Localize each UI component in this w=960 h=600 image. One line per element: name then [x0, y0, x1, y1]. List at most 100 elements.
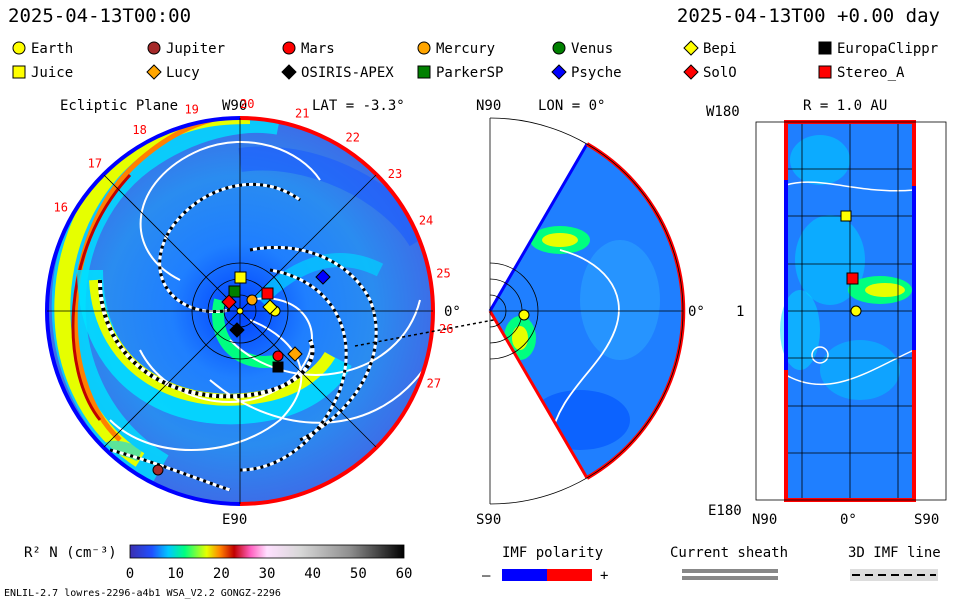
legend-square-icon: [12, 65, 26, 79]
mercury-marker: [246, 294, 258, 306]
legend-diamond-icon: [146, 64, 162, 80]
legend-circle-icon: [552, 41, 566, 55]
sphere-top-left-label: W180: [706, 104, 740, 120]
carrington-tick-label: 17: [88, 156, 102, 170]
legend-square-icon: [417, 65, 431, 79]
meridional-panel: N90 LON = 0° S90 0°: [476, 98, 705, 528]
carrington-tick-label: 24: [419, 213, 433, 227]
legend-label: Earth: [31, 41, 73, 57]
legend-item-bepi: Bepi: [683, 40, 737, 57]
osiris-apex-marker: [229, 322, 245, 338]
legend: Earth Jupiter Mars Mercury Venus Bepi EuropaCl…: [12, 40, 938, 81]
meridional-earth-marker: [518, 309, 530, 321]
colorbar-tick-label: 50: [350, 566, 367, 582]
imf-line-legend: 3D IMF line: [848, 545, 941, 581]
europaclippr-marker: [272, 361, 284, 373]
colorbar-gradient: [129, 544, 405, 559]
sphere-juice-marker: [840, 210, 852, 222]
imf-positive-swatch: [547, 569, 592, 581]
legend-label: SolO: [703, 65, 737, 81]
legend-item-stereo-a: Stereo_A: [818, 65, 905, 81]
legend-circle-icon: [147, 41, 161, 55]
ecliptic-lat-label: LAT = -3.3°: [312, 98, 405, 114]
legend-item-mercury: Mercury: [417, 41, 495, 57]
lucy-marker: [287, 346, 303, 362]
sphere-left-value: 1: [736, 304, 744, 320]
legend-label: Juice: [31, 65, 73, 81]
meridional-lon-label: LON = 0°: [538, 98, 605, 114]
colorbar-tick-label: 30: [259, 566, 276, 582]
current-sheath-legend: Current sheath: [670, 545, 788, 580]
legend-item-europaclippr: EuropaClippr: [818, 41, 938, 57]
legend-label: OSIRIS-APEX: [301, 65, 394, 81]
sphere-bottom-tick-0: 0°: [840, 512, 857, 528]
ecliptic-right-label: 0°: [444, 304, 461, 320]
colorbar-label: R² N (cm⁻³): [24, 545, 117, 561]
stereo-a-marker: [261, 287, 274, 300]
legend-label: Stereo_A: [837, 65, 905, 81]
legend-label: ParkerSP: [436, 65, 503, 81]
current-sheath-line-1: [682, 569, 778, 573]
psyche-marker: [315, 269, 331, 285]
sphere-grid: [786, 122, 914, 500]
carrington-tick-label: 22: [346, 130, 360, 144]
legend-item-osiris-apex: OSIRIS-APEX: [281, 64, 394, 81]
legend-diamond-icon: [683, 64, 699, 80]
legend-item-psyche: Psyche: [551, 64, 622, 81]
ecliptic-bodies: [152, 269, 331, 476]
legend-diamond-icon: [683, 40, 699, 56]
legend-item-earth: Earth: [12, 41, 73, 57]
legend-item-mars: Mars: [282, 41, 335, 57]
legend-square-icon: [818, 41, 832, 55]
current-sheath-title: Current sheath: [670, 545, 788, 561]
sphere-panel: R = 1.0 AU W180 E180 1 N90 0° S90: [706, 98, 947, 528]
legend-square-icon: [818, 65, 832, 79]
sphere-r-label: R = 1.0 AU: [803, 98, 887, 114]
sphere-bottom-tick-s90: S90: [914, 512, 939, 528]
carrington-tick-label: 19: [184, 103, 198, 117]
meridional-bottom-label: S90: [476, 512, 501, 528]
legend-label: Jupiter: [166, 41, 225, 57]
legend-diamond-icon: [281, 64, 297, 80]
imf-polarity-title: IMF polarity: [502, 545, 603, 561]
ecliptic-panel: Ecliptic Plane W90 LAT = -3.3° E90 0° 16…: [45, 97, 461, 528]
solo-marker: [221, 294, 237, 310]
legend-label: Lucy: [166, 65, 200, 81]
legend-item-venus: Venus: [552, 41, 613, 57]
carrington-tick-label: 21: [295, 107, 309, 121]
ecliptic-top-label: W90: [222, 98, 247, 114]
imf-plus: +: [600, 568, 608, 584]
juice-marker: [234, 271, 247, 284]
imf-negative-swatch: [502, 569, 547, 581]
colorbar-tick-label: 40: [304, 566, 321, 582]
colorbar-tick-label: 10: [167, 566, 184, 582]
legend-label: Bepi: [703, 41, 737, 57]
legend-label: EuropaClippr: [837, 41, 938, 57]
colorbar-ticks: 0 10 20 30 40 50 60: [126, 566, 413, 582]
parkersp-marker: [228, 285, 241, 298]
bepi-marker: [262, 299, 278, 315]
legend-item-juice: Juice: [12, 65, 73, 81]
legend-item-parkersp: ParkerSP: [417, 65, 503, 81]
colorbar-tick-label: 0: [126, 566, 134, 582]
legend-circle-icon: [282, 41, 296, 55]
carrington-tick-label: 23: [388, 167, 402, 181]
legend-circle-icon: [417, 41, 431, 55]
legend-item-lucy: Lucy: [146, 64, 200, 81]
ecliptic-bottom-label: E90: [222, 512, 247, 528]
jupiter-marker: [152, 464, 164, 476]
right-timestamp: 2025-04-13T00 +0.00 day: [677, 5, 940, 27]
footer-model-info: ENLIL-2.7 lowres-2296-a4b1 WSA_V2.2 GONG…: [4, 588, 281, 599]
legend-item-solo: SolO: [683, 64, 737, 81]
carrington-tick-label: 18: [132, 123, 146, 137]
sphere-bottom-left-label: E180: [708, 503, 742, 519]
left-timestamp: 2025-04-13T00:00: [8, 5, 191, 27]
carrington-tick-label: 25: [436, 266, 450, 280]
mars-marker: [272, 350, 284, 362]
legend-label: Venus: [571, 41, 613, 57]
legend-label: Mars: [301, 41, 335, 57]
imf-polarity-legend: IMF polarity – +: [482, 545, 608, 584]
ecliptic-title: Ecliptic Plane: [60, 98, 178, 114]
sphere-stereo-a-marker: [846, 272, 859, 285]
connector-line: [354, 314, 521, 347]
